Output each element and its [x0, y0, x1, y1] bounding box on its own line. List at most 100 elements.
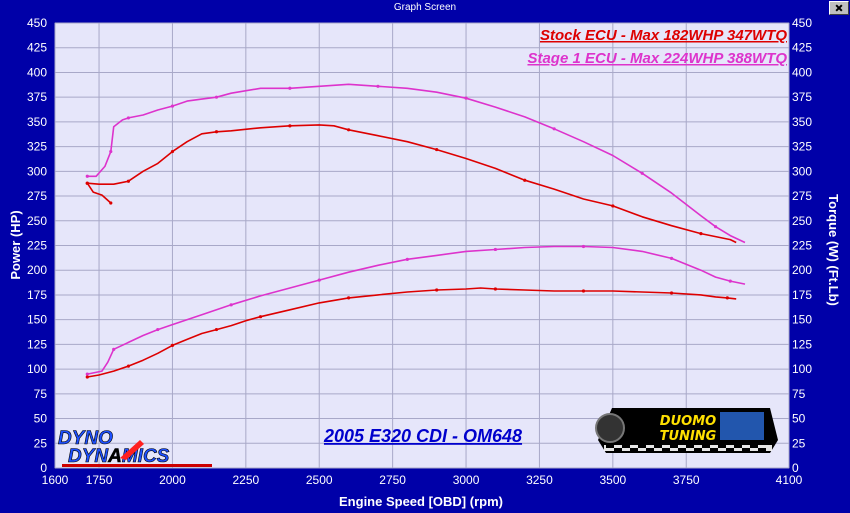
data-point: [214, 130, 219, 134]
x-tick-label: 3000: [453, 473, 480, 487]
y-tick-label-right: 0: [792, 461, 799, 475]
y-tick-label-left: 250: [27, 214, 47, 228]
svg-text:DYNAMICS: DYNAMICS: [68, 446, 170, 467]
data-point: [170, 149, 175, 154]
tick-labels: 0 0 25 25 50 50 75 75 100 100 125 125 150 150 175 175 20…: [27, 16, 812, 487]
data-point: [126, 179, 130, 183]
data-point: [640, 171, 644, 175]
series-line-power: [87, 245, 746, 375]
y-tick-label-right: 200: [792, 263, 812, 277]
y-tick-label-right: 100: [792, 362, 812, 376]
close-button[interactable]: [829, 1, 849, 15]
y-tick-label-left: 300: [27, 164, 47, 178]
data-point: [725, 296, 729, 300]
y-tick-label-left: 125: [27, 337, 47, 351]
data-point: [317, 278, 321, 282]
series-line-power: [87, 287, 737, 378]
data-point: [214, 95, 219, 99]
data-point: [699, 232, 703, 236]
y-tick-label-right: 375: [792, 90, 812, 104]
x-tick-label: 2000: [159, 473, 186, 487]
data-point: [581, 244, 586, 249]
y-tick-label-left: 100: [27, 362, 47, 376]
x-tick-label: 2750: [379, 473, 406, 487]
data-point: [728, 279, 732, 283]
data-point: [464, 96, 468, 100]
y-tick-label-left: 425: [27, 41, 47, 55]
window-titlebar: Graph Screen: [0, 0, 850, 16]
data-point: [126, 364, 130, 368]
y-tick-label-left: 75: [34, 387, 48, 401]
y-tick-label-right: 50: [792, 412, 806, 426]
data-point: [85, 174, 89, 178]
x-tick-label: 3750: [673, 473, 700, 487]
x-tick-label: 1750: [86, 473, 113, 487]
data-point: [85, 181, 89, 185]
chart-title: 2005 E320 CDI - OM648: [323, 426, 522, 446]
y-tick-label-right: 325: [792, 140, 812, 154]
x-tick-label: 3250: [526, 473, 553, 487]
window-title: Graph Screen: [393, 2, 457, 13]
data-point: [156, 327, 160, 332]
data-point: [405, 257, 409, 261]
data-point: [85, 375, 89, 379]
data-point: [347, 128, 351, 132]
y-tick-label-left: 400: [27, 65, 47, 79]
data-point: [109, 149, 113, 154]
svg-text:DYNO: DYNO: [58, 428, 113, 449]
data-point: [669, 291, 674, 295]
series-line-torque-start: [86, 182, 112, 204]
series-line-torque: [87, 124, 737, 244]
x-tick-label: 4100: [776, 473, 803, 487]
data-point: [85, 372, 89, 376]
y-tick-label-right: 300: [792, 164, 812, 178]
data-point: [229, 303, 233, 307]
y-tick-label-left: 200: [27, 263, 47, 277]
legend-stage1: Stage 1 ECU - Max 224WHP 388WTQ: [527, 50, 787, 67]
y-tick-label-right: 75: [792, 387, 806, 401]
y-tick-label-left: 325: [27, 140, 47, 154]
y-tick-label-left: 0: [40, 461, 47, 475]
duomo-tuning-logo: DUOMO TUNING: [595, 408, 778, 453]
legend-stock: Stock ECU - Max 182WHP 347WTQ: [540, 27, 787, 44]
data-point: [112, 347, 116, 351]
y-tick-label-right: 225: [792, 239, 812, 253]
data-point: [493, 247, 497, 252]
series-group: [85, 83, 746, 379]
data-point: [435, 288, 439, 292]
data-point: [170, 104, 175, 108]
x-axis-title: Engine Speed [OBD] (rpm): [339, 494, 503, 509]
y-tick-label-right: 25: [792, 436, 806, 450]
svg-text:TUNING: TUNING: [660, 429, 717, 444]
data-point: [258, 315, 263, 319]
x-tick-label: 3500: [599, 473, 626, 487]
x-tick-label: 2500: [306, 473, 333, 487]
y-tick-label-right: 150: [792, 313, 812, 327]
y-tick-label-left: 175: [27, 288, 47, 302]
x-tick-label: 1600: [42, 473, 69, 487]
y-tick-label-right: 450: [792, 16, 812, 30]
svg-text:DUOMO: DUOMO: [660, 414, 716, 429]
y-tick-label-right: 400: [792, 65, 812, 79]
y-tick-label-right: 275: [792, 189, 812, 203]
data-point: [552, 127, 556, 131]
data-point: [170, 343, 175, 347]
data-point: [288, 124, 292, 128]
y-tick-label-left: 150: [27, 313, 47, 327]
y-tick-label-left: 450: [27, 16, 47, 30]
data-point: [611, 204, 615, 208]
y-tick-label-left: 225: [27, 239, 47, 253]
x-tick-label: 2250: [232, 473, 259, 487]
data-point: [214, 327, 219, 332]
data-point: [669, 256, 674, 260]
y-tick-label-right: 350: [792, 115, 812, 129]
dyno-dynamics-logo: DYNO DYNAMICS: [58, 428, 212, 467]
series-line-torque: [87, 83, 746, 244]
y-tick-label-left: 275: [27, 189, 47, 203]
data-point: [288, 86, 292, 90]
y-tick-label-left: 375: [27, 90, 47, 104]
y-tick-label-right: 125: [792, 337, 812, 351]
data-point: [376, 84, 380, 88]
data-point: [581, 289, 586, 293]
